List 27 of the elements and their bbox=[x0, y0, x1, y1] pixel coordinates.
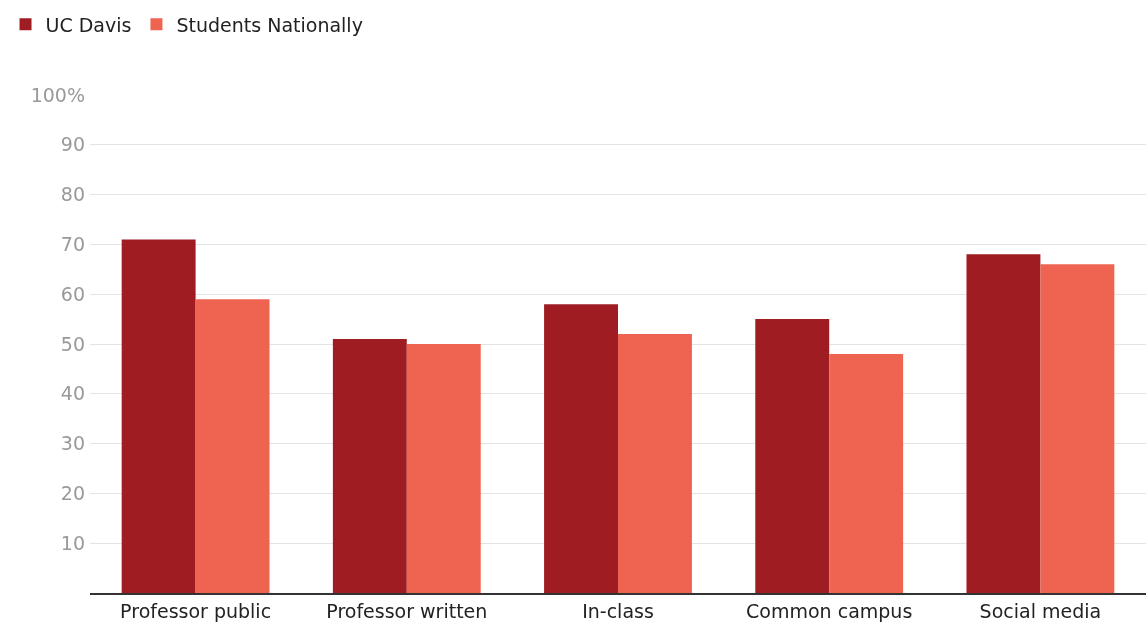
bar bbox=[332, 339, 407, 593]
y-tick-label: 60 bbox=[60, 282, 85, 305]
x-tick-label: Professor written bbox=[326, 599, 488, 622]
x-tick-label: In-class bbox=[582, 599, 654, 622]
y-tick-label: 40 bbox=[60, 382, 85, 405]
bar bbox=[195, 299, 270, 593]
x-tick-label: Professor public bbox=[120, 599, 272, 622]
bar bbox=[1040, 264, 1115, 593]
bar bbox=[829, 353, 904, 593]
y-tick-label: 90 bbox=[60, 133, 85, 156]
bar bbox=[406, 344, 481, 593]
bar bbox=[618, 334, 692, 593]
x-tick-label: Common campus bbox=[746, 599, 913, 622]
bar bbox=[966, 254, 1041, 593]
y-tick-label: 80 bbox=[60, 183, 85, 206]
y-tick-label: 100% bbox=[30, 83, 85, 106]
bar bbox=[121, 239, 196, 593]
y-tick-label: 30 bbox=[60, 432, 85, 455]
bar bbox=[755, 319, 830, 593]
x-tick-label: Social media bbox=[979, 599, 1102, 622]
legend-label: UC Davis bbox=[45, 13, 132, 36]
y-tick-label: 50 bbox=[60, 332, 85, 355]
legend-label: Students Nationally bbox=[176, 13, 363, 36]
y-tick-label: 10 bbox=[60, 531, 85, 554]
y-tick-label: 70 bbox=[60, 233, 85, 256]
bar bbox=[544, 304, 618, 593]
y-tick-label: 20 bbox=[60, 482, 85, 505]
